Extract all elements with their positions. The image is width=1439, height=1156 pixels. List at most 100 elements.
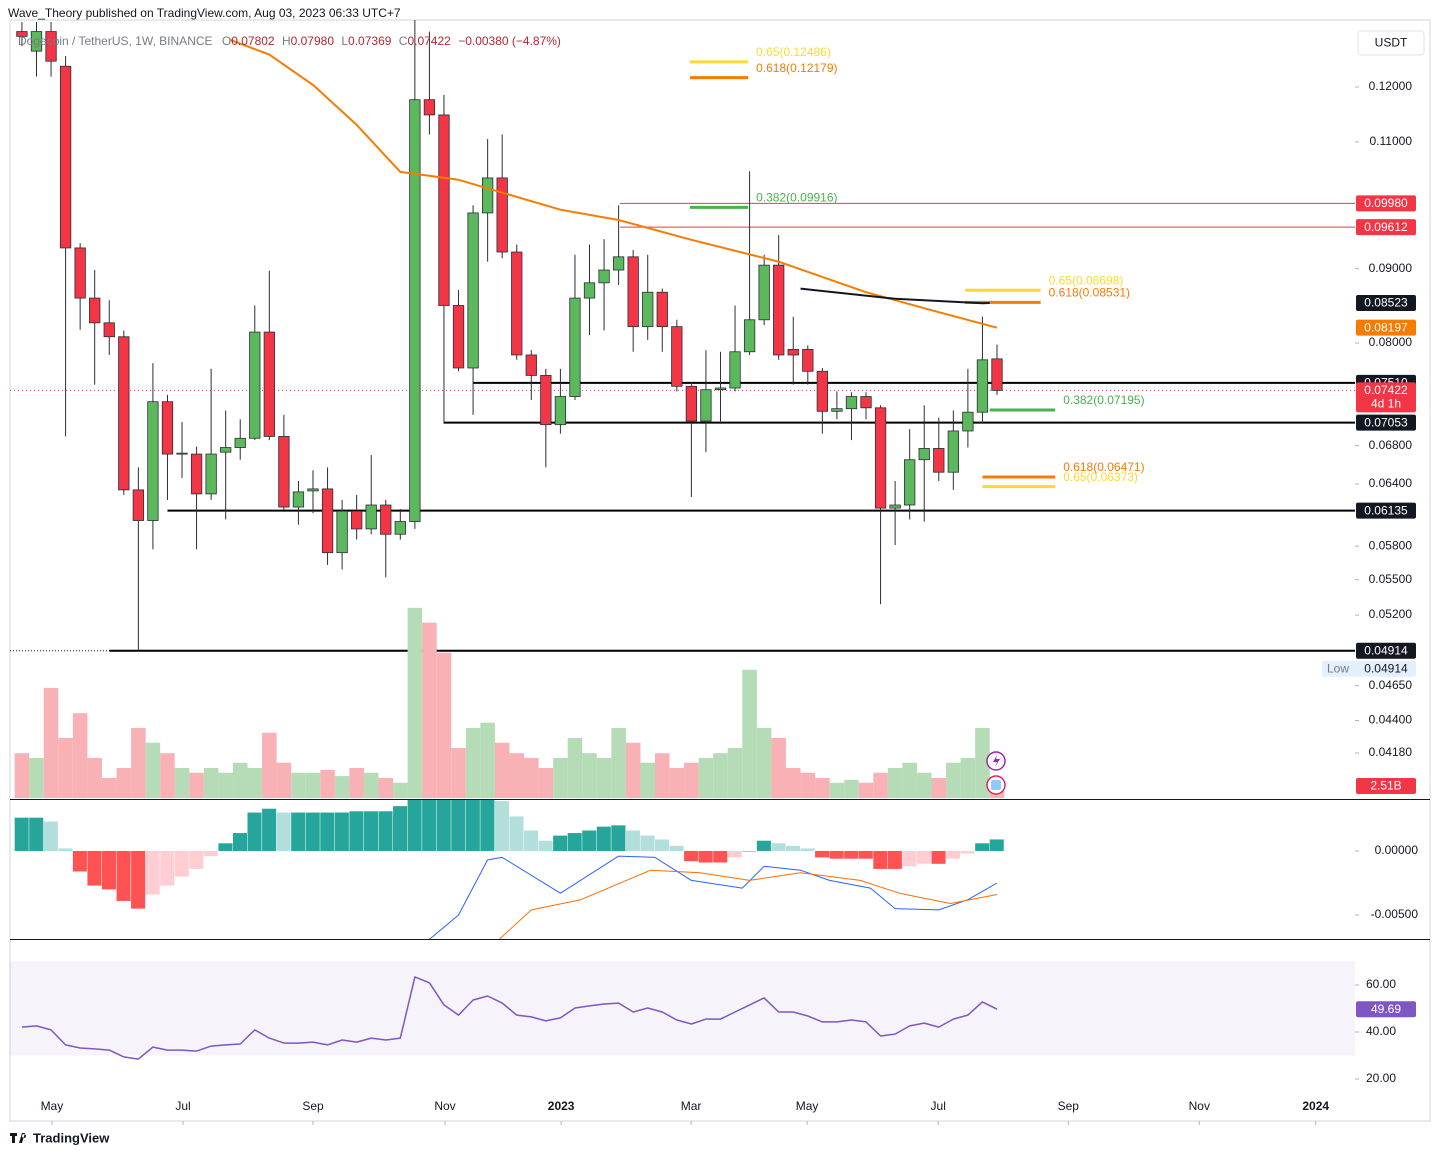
macd-histogram-bar	[14, 817, 29, 851]
candle-body	[161, 401, 174, 455]
macd-histogram-bar	[436, 800, 451, 851]
volume-bar	[363, 772, 379, 798]
candle-body	[351, 510, 363, 530]
macd-histogram-bar	[320, 812, 335, 851]
macd-histogram-bar	[58, 848, 73, 851]
volume-bar	[494, 742, 510, 798]
ohlc-key: H	[282, 34, 291, 48]
volume-bar	[713, 753, 728, 798]
macd-histogram-bar	[189, 850, 204, 869]
candle-body	[583, 282, 596, 299]
price-pane: 0.65(0.12486) 0.618(0.12179) 0.382(0.09916…	[10, 20, 1355, 798]
candle-body	[845, 396, 858, 410]
volume-bar	[14, 753, 30, 798]
macd-histogram-bar	[785, 845, 801, 851]
macd-histogram-bar	[131, 850, 146, 909]
candle-body	[758, 264, 770, 321]
currency-button[interactable]	[1357, 30, 1425, 56]
candle-body	[438, 114, 450, 306]
candle-body	[569, 297, 581, 397]
candle-body	[671, 326, 683, 387]
low-tag-box	[1322, 660, 1416, 677]
volume-bar	[320, 769, 335, 798]
price-tag-box	[1356, 219, 1416, 236]
macd-histogram-bar	[553, 835, 568, 851]
x-tick-label: Mar	[681, 1099, 702, 1113]
volume-bar	[887, 767, 903, 798]
currency[interactable]: USDT	[1375, 36, 1408, 50]
volume-bar	[276, 762, 292, 798]
y-tick-label: 0.04650	[1369, 678, 1413, 692]
volume-bar	[975, 727, 990, 798]
macd-histogram-bar	[771, 843, 786, 851]
macd-histogram-bar	[218, 843, 233, 851]
macd-histogram-bar	[247, 812, 262, 851]
volume-bar	[131, 727, 146, 798]
legend: Dogecoin / TetherUS, 1W, BINANCE O0.0780…	[18, 34, 561, 48]
publisher: Wave_Theory published on TradingView.com…	[8, 6, 401, 20]
candle-body	[74, 247, 86, 299]
volume-bar	[189, 772, 204, 798]
fib-label: 0.65(0.12486)	[756, 45, 831, 59]
volume-bar	[756, 727, 772, 798]
y-tick-label: 40.00	[1366, 1024, 1396, 1038]
candle-body	[30, 31, 43, 52]
y-tick-label: 20.00	[1366, 1071, 1396, 1085]
candle-body	[481, 177, 494, 214]
rsi-pane	[21, 976, 998, 1060]
x-tick-label: Sep	[302, 1099, 324, 1113]
indicator-icons	[986, 751, 1006, 795]
candle-body	[947, 430, 959, 473]
price-tag: 0.06135	[1364, 503, 1408, 517]
volume-bar	[654, 753, 670, 798]
price-tag: 0.08197	[1364, 320, 1408, 334]
candle-body	[860, 396, 872, 409]
signal-line	[498, 869, 998, 939]
candle-body	[874, 407, 887, 509]
candle-body	[263, 331, 275, 437]
price-tag-box	[1356, 195, 1416, 212]
rsi-band	[10, 961, 1355, 1056]
volume-bar	[960, 757, 976, 798]
volume-bar	[291, 772, 306, 798]
volume-bar	[785, 767, 801, 798]
candle-body	[132, 489, 144, 521]
candle-body	[743, 319, 756, 353]
candle-body	[627, 256, 639, 328]
macd-histogram-bar	[684, 850, 699, 862]
x-tick-label: Sep	[1058, 1099, 1080, 1113]
volume-bar	[640, 762, 655, 798]
low-label: Low	[1327, 661, 1349, 675]
candle-body	[336, 510, 348, 554]
price-tag-box	[1356, 319, 1416, 336]
volume-bar	[480, 722, 495, 798]
volume-bar	[800, 772, 816, 798]
macd-histogram-bar	[538, 840, 553, 851]
volume-bar	[524, 757, 539, 798]
ohlc-key: L	[341, 34, 348, 48]
macd-histogram-bar	[101, 850, 117, 890]
candle-body	[292, 491, 305, 508]
candle-body	[89, 297, 101, 324]
candle-body	[511, 251, 523, 356]
volume-bar	[451, 747, 466, 798]
candle-body	[249, 331, 261, 439]
volume-bar	[422, 622, 437, 798]
macd-histogram-bar	[887, 850, 902, 869]
volume-bar	[742, 669, 757, 798]
volume-bar	[247, 767, 263, 798]
x-tick-label: 2024	[1302, 1099, 1329, 1113]
y-tick-label: 0.04400	[1369, 713, 1413, 727]
macd-histogram-bar	[480, 800, 495, 851]
icon	[991, 780, 1001, 790]
macd-histogram-bar	[116, 850, 131, 901]
ohlc-key: C	[399, 34, 408, 48]
candle-body	[423, 99, 436, 116]
moving-average	[229, 38, 998, 329]
y-tick-label: 0.06400	[1369, 476, 1413, 490]
candle-body	[554, 396, 567, 426]
macd-histogram-bar	[844, 850, 859, 859]
